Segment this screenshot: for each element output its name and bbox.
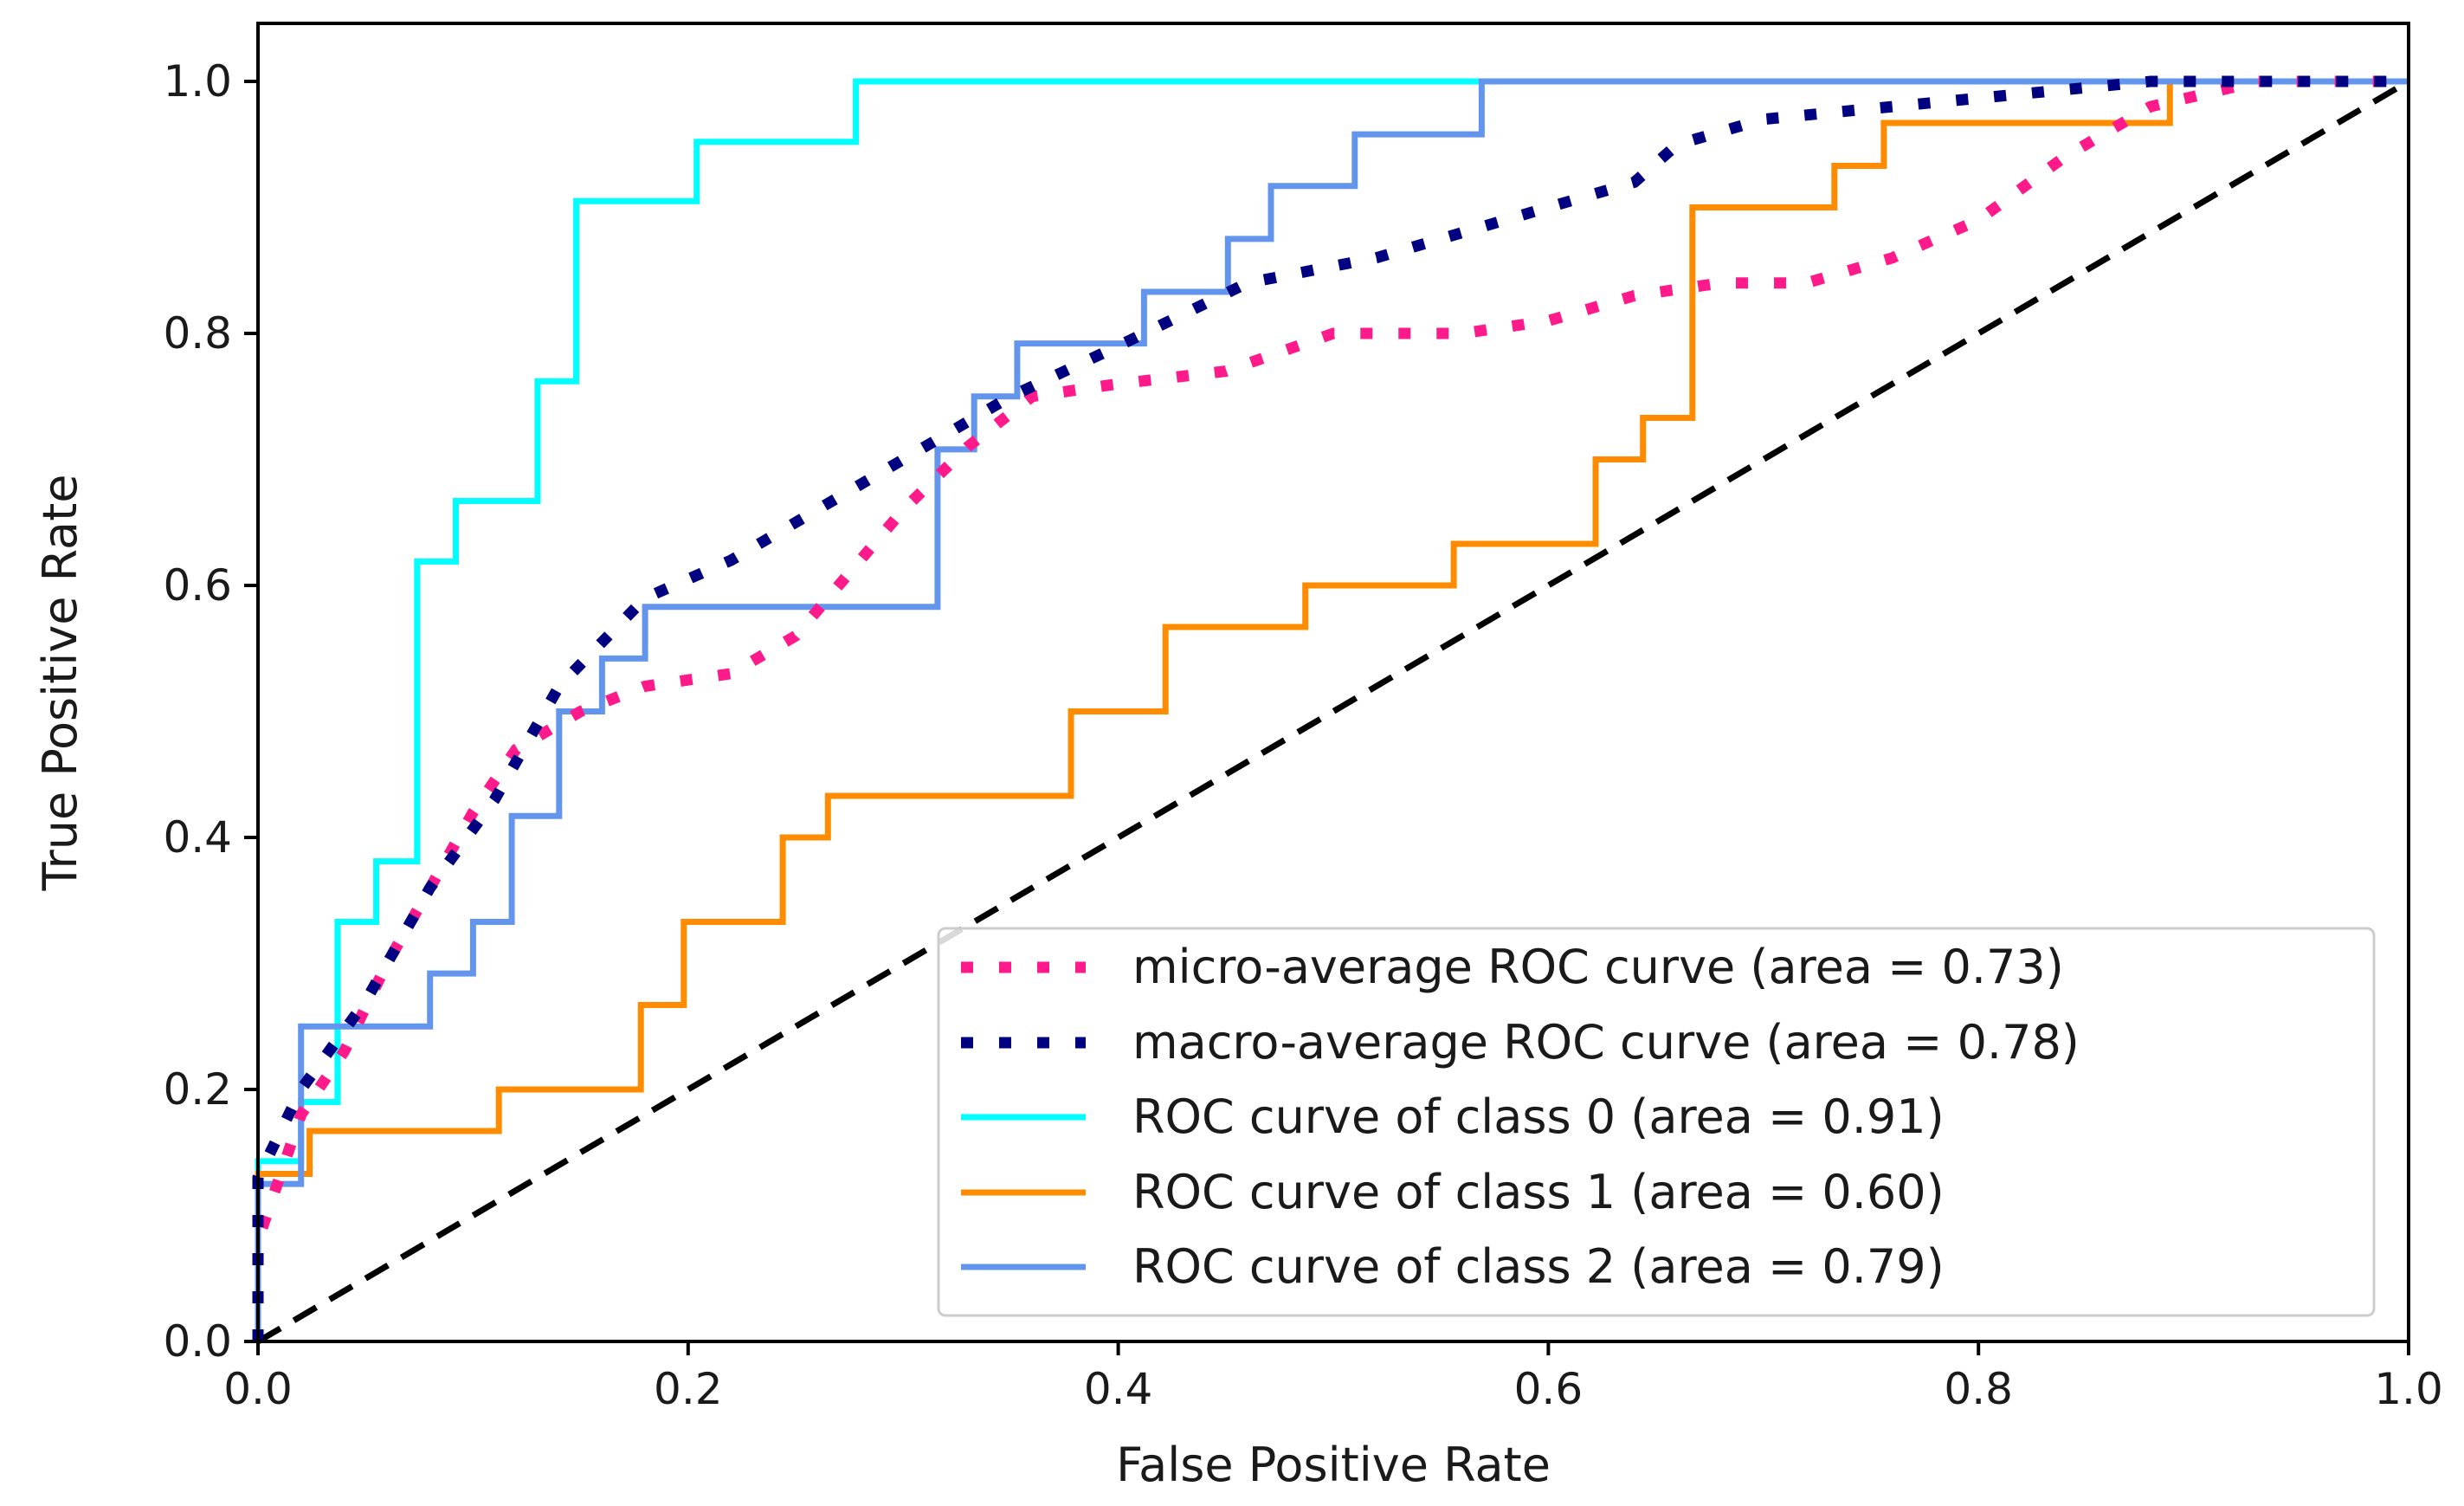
legend-label-micro-average: micro-average ROC curve (area = 0.73) bbox=[1132, 940, 2064, 994]
x-tick-label: 0.8 bbox=[1944, 1364, 2013, 1414]
y-tick-label: 0.0 bbox=[163, 1316, 232, 1367]
series-roc-curve-of-class-2 bbox=[255, 78, 2409, 1341]
legend-label-class-0: ROC curve of class 0 (area = 0.91) bbox=[1132, 1089, 1945, 1144]
y-axis-title: True Positive Rate bbox=[33, 474, 87, 891]
y-tick-label: 0.2 bbox=[163, 1064, 232, 1115]
axis-ticks: 0.0 0.2 0.4 0.6 0.8 1.0 0.0 0.2 0.4 0.6 0.8 1.0 bbox=[163, 56, 2442, 1414]
y-tick-label: 0.6 bbox=[163, 560, 232, 611]
x-tick-label: 0.2 bbox=[654, 1364, 723, 1414]
legend-label-class-2: ROC curve of class 2 (area = 0.79) bbox=[1132, 1239, 1945, 1294]
legend-box bbox=[937, 927, 2376, 1317]
plot-frame bbox=[256, 22, 2410, 1343]
y-tick-label: 0.8 bbox=[163, 308, 232, 359]
legend-label-class-1: ROC curve of class 1 (area = 0.60) bbox=[1132, 1165, 1945, 1219]
series-macro-average-roc-curve bbox=[252, 75, 2409, 1341]
legend: micro-average ROC curve (area = 0.73) ma… bbox=[937, 927, 2376, 1317]
series-micro-average-roc-curve bbox=[252, 75, 2409, 1341]
x-tick-label: 0.0 bbox=[223, 1364, 293, 1414]
y-tick-label: 1.0 bbox=[163, 56, 232, 107]
series-roc-curve-of-class-0 bbox=[255, 78, 2409, 1341]
series-roc-curve-of-class-1 bbox=[255, 78, 2409, 1341]
x-tick-label: 1.0 bbox=[2374, 1364, 2443, 1414]
x-axis-title: False Positive Rate bbox=[1116, 1438, 1551, 1492]
plot-area bbox=[252, 75, 2410, 1345]
x-tick-label: 0.6 bbox=[1514, 1364, 1584, 1414]
y-tick-label: 0.4 bbox=[163, 812, 232, 863]
legend-label-macro-average: macro-average ROC curve (area = 0.78) bbox=[1132, 1015, 2080, 1070]
x-tick-label: 0.4 bbox=[1084, 1364, 1153, 1414]
